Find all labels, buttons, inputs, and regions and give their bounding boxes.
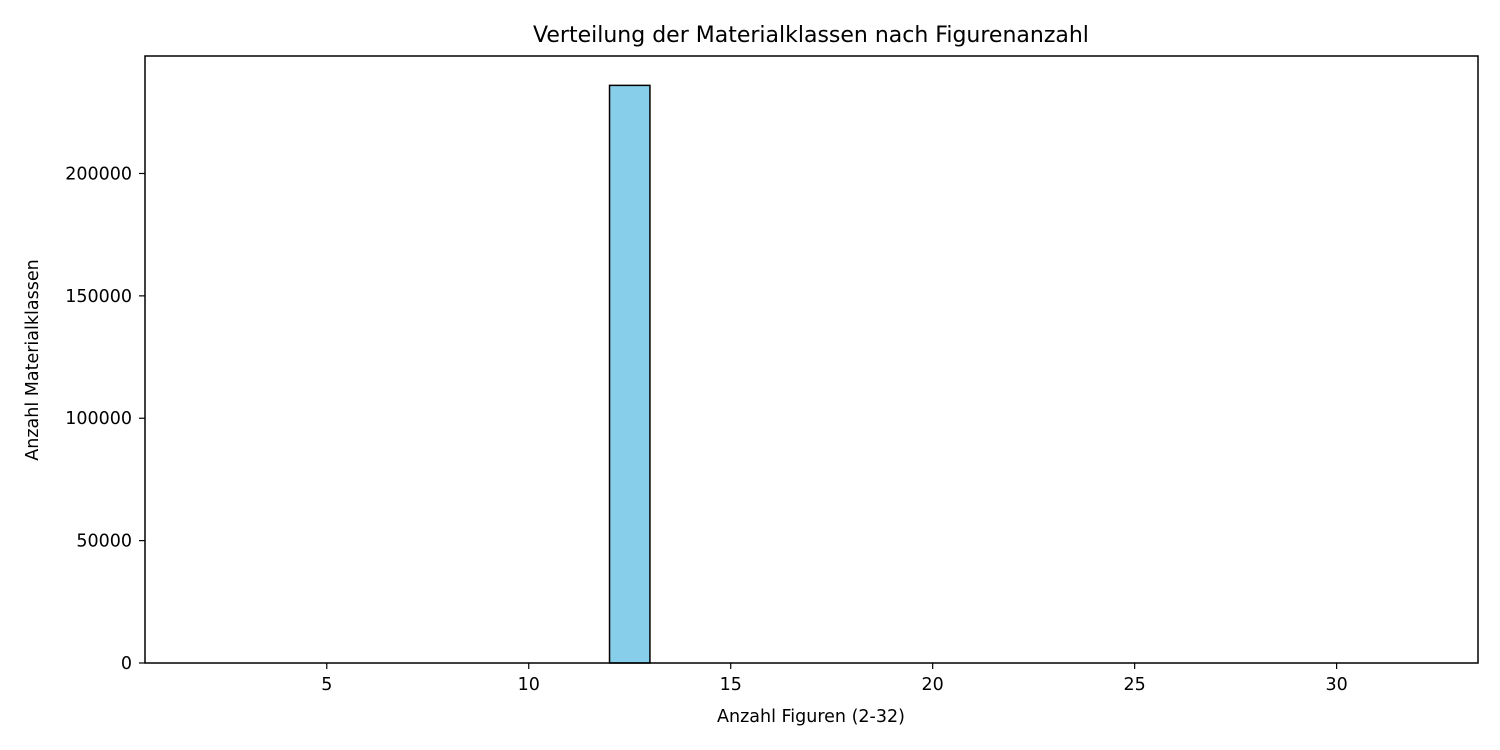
x-tick-label: 10 (518, 675, 540, 695)
x-tick-label: 30 (1325, 675, 1347, 695)
x-tick-label: 25 (1124, 675, 1146, 695)
y-axis-label: Anzahl Materialklassen (23, 259, 43, 460)
y-tick-label: 100000 (65, 409, 132, 429)
y-tick-label: 50000 (76, 532, 132, 552)
chart-title: Verteilung der Materialklassen nach Figu… (533, 23, 1089, 48)
x-axis-ticks: 5 10 15 20 25 30 (321, 663, 1348, 695)
x-tick-label: 20 (922, 675, 944, 695)
x-axis-label: Anzahl Figuren (2-32) (717, 707, 905, 727)
y-tick-label: 0 (121, 654, 132, 674)
y-tick-label: 200000 (65, 164, 132, 184)
histogram-bar (608, 84, 651, 664)
bars-layer (608, 84, 651, 664)
x-tick-label: 15 (720, 675, 742, 695)
x-tick-label: 5 (321, 675, 332, 695)
y-tick-label: 150000 (65, 287, 132, 307)
y-axis-ticks: 0 50000 100000 150000 200000 (65, 164, 145, 674)
plot-area-frame (144, 55, 1479, 664)
